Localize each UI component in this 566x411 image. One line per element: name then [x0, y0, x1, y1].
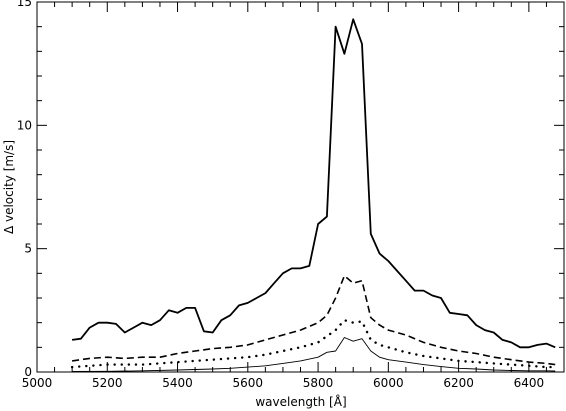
- y-axis-label: Δ velocity [m/s]: [2, 140, 16, 234]
- x-tick-label: 6200: [443, 376, 474, 390]
- y-tick-label: 10: [17, 118, 32, 132]
- x-tick-label: 5200: [92, 376, 123, 390]
- y-tick-label: 15: [17, 0, 32, 9]
- series-line-solid-thick: [71, 18, 556, 349]
- y-tick-label: 5: [24, 242, 32, 256]
- series-line-dotted: [70, 319, 557, 369]
- x-axis-label: wavelength [Å]: [255, 394, 346, 409]
- series-line-solid-thin: [72, 337, 556, 372]
- x-tick-label: 6000: [373, 376, 404, 390]
- x-tick-label: 5800: [303, 376, 334, 390]
- axis-ticks: 5000 5200 5400 5600 5800 6000 6200 6400 0 5 10 15: [17, 0, 565, 390]
- x-tick-label: 5400: [162, 376, 193, 390]
- plot-frame: [36, 1, 565, 373]
- x-tick-label: 5000: [22, 376, 53, 390]
- series-line-dashed: [71, 275, 556, 366]
- data-series: [70, 18, 557, 372]
- y-tick-label: 0: [24, 365, 32, 379]
- x-tick-label: 5600: [233, 376, 264, 390]
- axes: [36, 1, 565, 373]
- x-tick-label: 6400: [514, 376, 545, 390]
